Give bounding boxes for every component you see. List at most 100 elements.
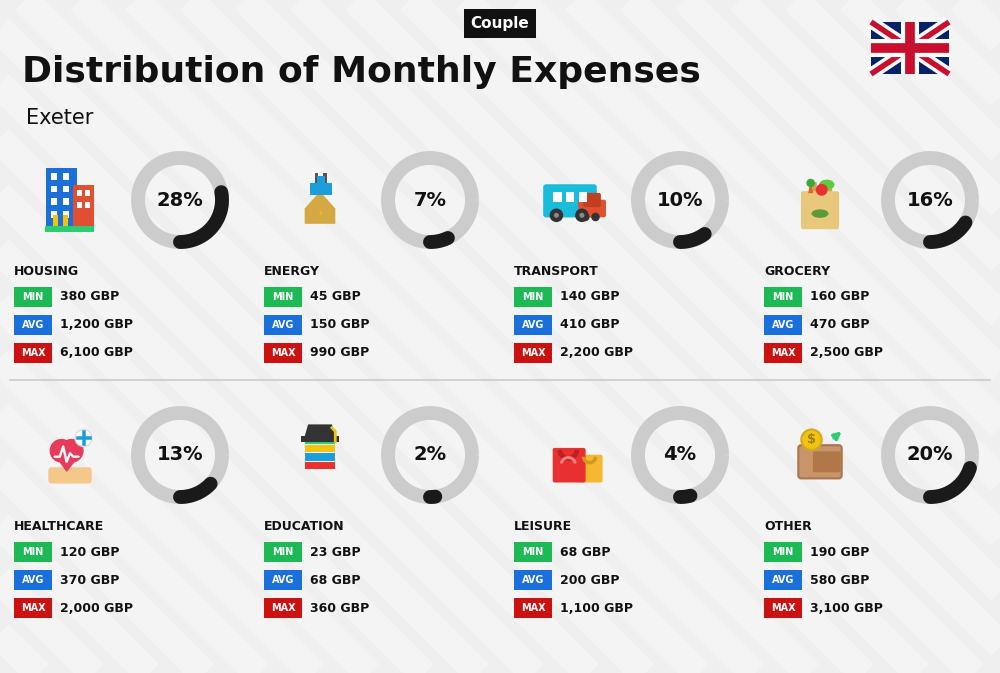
Text: AVG: AVG	[522, 575, 544, 585]
Text: 190 GBP: 190 GBP	[810, 546, 869, 559]
Circle shape	[591, 213, 600, 221]
Text: ENERGY: ENERGY	[264, 265, 320, 278]
Bar	[44, 225, 94, 232]
Text: 370 GBP: 370 GBP	[60, 573, 119, 586]
Bar	[63, 186, 69, 192]
Text: 68 GBP: 68 GBP	[560, 546, 610, 559]
Text: 13%: 13%	[157, 446, 203, 464]
Text: HEALTHCARE: HEALTHCARE	[14, 520, 104, 533]
Bar	[63, 211, 69, 218]
Text: 23 GBP: 23 GBP	[310, 546, 361, 559]
Bar	[85, 202, 90, 208]
FancyBboxPatch shape	[264, 287, 302, 307]
Bar	[77, 190, 82, 196]
Text: MIN: MIN	[272, 292, 294, 302]
Text: HOUSING: HOUSING	[14, 265, 79, 278]
Bar	[53, 215, 58, 225]
Polygon shape	[808, 181, 813, 193]
Text: TRANSPORT: TRANSPORT	[514, 265, 599, 278]
Text: MIN: MIN	[22, 547, 44, 557]
FancyBboxPatch shape	[553, 448, 586, 483]
Bar	[301, 436, 339, 442]
Circle shape	[816, 184, 828, 196]
Bar	[315, 173, 318, 184]
FancyBboxPatch shape	[826, 182, 832, 199]
FancyBboxPatch shape	[305, 445, 335, 452]
Text: 68 GBP: 68 GBP	[310, 573, 360, 586]
Text: MIN: MIN	[522, 547, 544, 557]
Circle shape	[806, 179, 815, 187]
Text: AVG: AVG	[772, 575, 794, 585]
Circle shape	[60, 439, 84, 462]
Polygon shape	[310, 183, 332, 195]
Text: 1,100 GBP: 1,100 GBP	[560, 602, 633, 614]
Text: LEISURE: LEISURE	[514, 520, 572, 533]
Bar	[63, 173, 69, 180]
Circle shape	[581, 213, 590, 221]
Text: 28%: 28%	[157, 190, 203, 209]
Text: $: $	[807, 433, 816, 446]
Circle shape	[554, 213, 559, 218]
Text: 580 GBP: 580 GBP	[810, 573, 869, 586]
Text: 120 GBP: 120 GBP	[60, 546, 120, 559]
Text: 2,000 GBP: 2,000 GBP	[60, 602, 133, 614]
Circle shape	[801, 429, 822, 450]
Text: 2,500 GBP: 2,500 GBP	[810, 347, 883, 359]
Text: MIN: MIN	[522, 292, 544, 302]
FancyBboxPatch shape	[264, 343, 302, 363]
FancyBboxPatch shape	[514, 598, 552, 618]
Text: AVG: AVG	[272, 320, 294, 330]
Bar	[51, 199, 57, 205]
Polygon shape	[305, 425, 335, 436]
FancyBboxPatch shape	[305, 436, 335, 444]
Ellipse shape	[812, 209, 828, 218]
FancyBboxPatch shape	[305, 454, 335, 461]
Circle shape	[75, 429, 92, 446]
Text: EDUCATION: EDUCATION	[264, 520, 345, 533]
Text: 200 GBP: 200 GBP	[560, 573, 620, 586]
Polygon shape	[317, 204, 324, 222]
Text: 7%: 7%	[414, 190, 446, 209]
Text: OTHER: OTHER	[764, 520, 812, 533]
Circle shape	[550, 209, 563, 222]
FancyBboxPatch shape	[14, 570, 52, 590]
FancyBboxPatch shape	[264, 570, 302, 590]
Polygon shape	[317, 176, 325, 183]
Text: 10%: 10%	[657, 190, 703, 209]
FancyBboxPatch shape	[514, 570, 552, 590]
FancyBboxPatch shape	[264, 315, 302, 335]
Text: 160 GBP: 160 GBP	[810, 291, 869, 304]
Text: Distribution of Monthly Expenses: Distribution of Monthly Expenses	[22, 55, 701, 89]
Text: MIN: MIN	[772, 292, 794, 302]
Text: 2,200 GBP: 2,200 GBP	[560, 347, 633, 359]
Text: MAX: MAX	[771, 603, 795, 613]
FancyBboxPatch shape	[264, 542, 302, 562]
Bar	[51, 186, 57, 192]
Text: MAX: MAX	[521, 603, 545, 613]
Text: MAX: MAX	[271, 348, 295, 358]
Polygon shape	[51, 451, 84, 472]
Circle shape	[575, 209, 589, 222]
Text: 4%: 4%	[663, 446, 697, 464]
FancyBboxPatch shape	[764, 598, 802, 618]
FancyBboxPatch shape	[14, 287, 52, 307]
FancyBboxPatch shape	[14, 343, 52, 363]
Text: 2%: 2%	[413, 446, 447, 464]
Text: 150 GBP: 150 GBP	[310, 318, 370, 332]
FancyBboxPatch shape	[514, 287, 552, 307]
Bar	[46, 168, 77, 225]
FancyBboxPatch shape	[764, 570, 802, 590]
Text: 6,100 GBP: 6,100 GBP	[60, 347, 133, 359]
Bar	[77, 202, 82, 208]
Text: 380 GBP: 380 GBP	[60, 291, 119, 304]
FancyBboxPatch shape	[810, 182, 817, 199]
Text: AVG: AVG	[22, 320, 44, 330]
Bar	[51, 211, 57, 218]
FancyBboxPatch shape	[14, 315, 52, 335]
Bar	[323, 173, 327, 184]
FancyBboxPatch shape	[514, 315, 552, 335]
FancyBboxPatch shape	[764, 315, 802, 335]
FancyBboxPatch shape	[578, 200, 606, 217]
FancyBboxPatch shape	[764, 542, 802, 562]
Text: MAX: MAX	[271, 603, 295, 613]
